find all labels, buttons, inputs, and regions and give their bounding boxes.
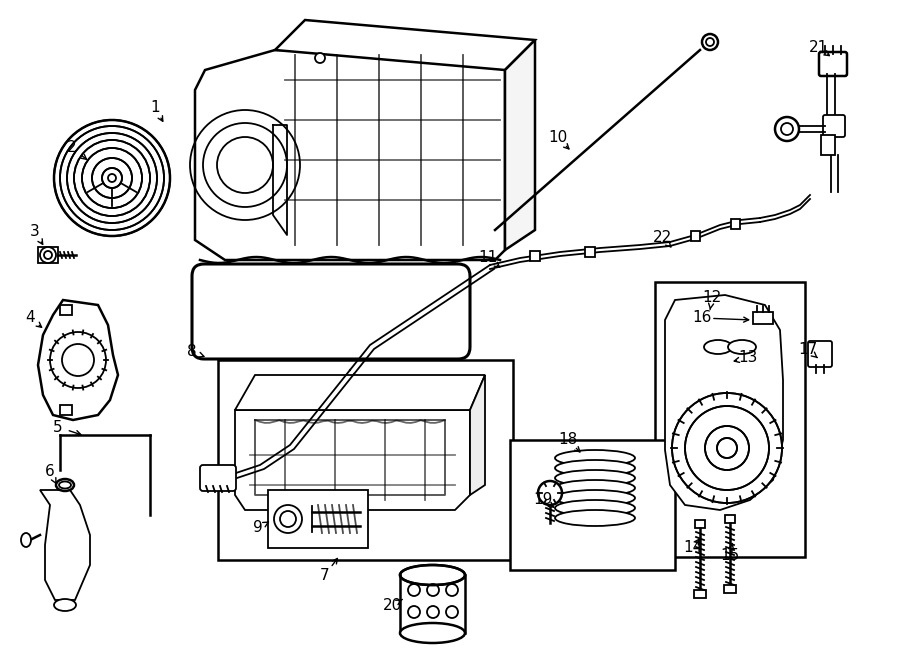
Ellipse shape [555, 450, 635, 466]
Polygon shape [505, 40, 535, 250]
Polygon shape [38, 300, 118, 420]
Text: 14: 14 [683, 541, 703, 555]
Text: 10: 10 [548, 130, 568, 145]
Text: 4: 4 [25, 311, 35, 325]
Text: 19: 19 [534, 492, 553, 508]
Polygon shape [40, 490, 90, 600]
Ellipse shape [555, 460, 635, 476]
Ellipse shape [704, 340, 732, 354]
Bar [530, 251, 540, 261]
Ellipse shape [21, 533, 31, 547]
Text: 2: 2 [68, 141, 76, 155]
Ellipse shape [54, 599, 76, 611]
Bar [38, 247, 58, 263]
Ellipse shape [400, 565, 465, 585]
Ellipse shape [555, 480, 635, 496]
Polygon shape [275, 20, 535, 70]
Text: 13: 13 [738, 350, 758, 366]
FancyBboxPatch shape [200, 465, 236, 491]
Bar [731, 219, 740, 229]
Text: 1: 1 [150, 100, 160, 116]
Ellipse shape [555, 510, 635, 526]
Circle shape [775, 117, 799, 141]
Text: 20: 20 [382, 598, 401, 613]
Text: 6: 6 [45, 465, 55, 479]
FancyBboxPatch shape [808, 341, 832, 367]
Ellipse shape [400, 623, 465, 643]
Bar [218, 360, 513, 560]
Ellipse shape [728, 340, 756, 354]
Circle shape [40, 247, 56, 263]
Bar [655, 282, 805, 557]
Text: 8: 8 [187, 344, 197, 360]
Circle shape [274, 505, 302, 533]
Ellipse shape [555, 470, 635, 486]
Text: 11: 11 [479, 251, 498, 266]
Text: 22: 22 [652, 231, 671, 245]
Text: 12: 12 [702, 290, 722, 305]
FancyBboxPatch shape [823, 115, 845, 137]
Text: 17: 17 [798, 342, 817, 358]
Text: 9: 9 [253, 520, 263, 535]
Circle shape [538, 481, 562, 505]
Bar [691, 231, 700, 241]
Polygon shape [665, 295, 783, 510]
Bar [60, 305, 72, 315]
Polygon shape [235, 410, 470, 510]
Circle shape [315, 53, 325, 63]
Bar [268, 490, 368, 548]
Polygon shape [470, 375, 485, 495]
Text: 16: 16 [692, 311, 712, 325]
Bar [753, 312, 773, 324]
Ellipse shape [555, 490, 635, 506]
Bar [694, 590, 706, 598]
Polygon shape [235, 375, 485, 410]
Text: 3: 3 [30, 225, 40, 239]
Bar [60, 405, 72, 415]
Bar [695, 520, 705, 528]
Bar [724, 585, 736, 593]
Bar [725, 515, 735, 523]
FancyBboxPatch shape [192, 264, 470, 359]
Circle shape [108, 174, 116, 182]
Polygon shape [195, 50, 505, 260]
Bar [821, 135, 835, 155]
Circle shape [54, 120, 170, 236]
Text: 21: 21 [808, 40, 828, 56]
Bar [585, 247, 595, 257]
FancyBboxPatch shape [819, 52, 847, 76]
Text: 15: 15 [720, 547, 740, 563]
Bar [510, 440, 675, 570]
Ellipse shape [56, 479, 74, 491]
Text: 5: 5 [53, 420, 63, 434]
Ellipse shape [555, 500, 635, 516]
Circle shape [702, 34, 718, 50]
Circle shape [672, 393, 782, 503]
Text: 18: 18 [558, 432, 578, 447]
Text: 7: 7 [320, 568, 329, 582]
